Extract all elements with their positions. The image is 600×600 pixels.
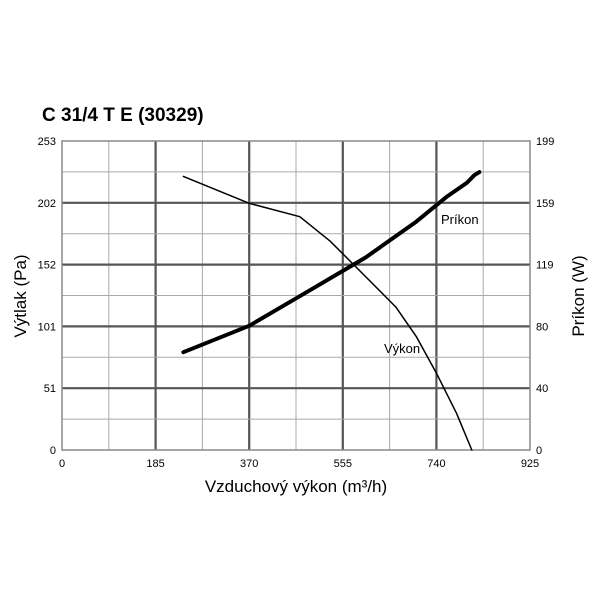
y-left-tick-label: 101 (38, 321, 56, 333)
series-line-vykon (182, 175, 473, 451)
y-right-tick-label: 40 (536, 383, 548, 395)
y-right-tick-label: 119 (536, 260, 554, 272)
x-tick-label: 555 (334, 458, 352, 470)
y-left-tick-label: 202 (38, 198, 56, 210)
series-lines (181, 170, 482, 451)
x-tick-label: 185 (146, 458, 164, 470)
y-right-tick-label: 159 (536, 198, 554, 210)
x-axis-label: Vzduchový výkon (m³/h) (205, 477, 387, 496)
plot-frame (61, 140, 531, 451)
series-label-prikon: Príkon (441, 212, 479, 227)
tick-labels: 0 185 370 555 740 925051101152202253040801191… (38, 136, 555, 470)
y-right-tick-label: 80 (536, 321, 548, 333)
x-tick-label: 370 (240, 458, 258, 470)
series-line-prikon (181, 170, 482, 355)
y-left-tick-label: 253 (38, 136, 56, 148)
y-left-tick-label: 152 (38, 260, 56, 272)
y-left-tick-label: 0 (50, 445, 56, 457)
grid (62, 141, 530, 450)
y-right-tick-label: 0 (536, 445, 542, 457)
series-label-vykon: Výkon (384, 341, 420, 356)
y-axis-right-label: Príkon (W) (569, 255, 588, 336)
y-right-tick-label: 199 (536, 136, 554, 148)
x-tick-label: 740 (427, 458, 445, 470)
y-axis-left-label: Výtlak (Pa) (11, 254, 30, 337)
y-left-tick-label: 51 (44, 383, 56, 395)
x-tick-label: 0 (59, 458, 65, 470)
x-tick-label: 925 (521, 458, 539, 470)
chart-title: C 31/4 T E (30329) (42, 105, 204, 126)
